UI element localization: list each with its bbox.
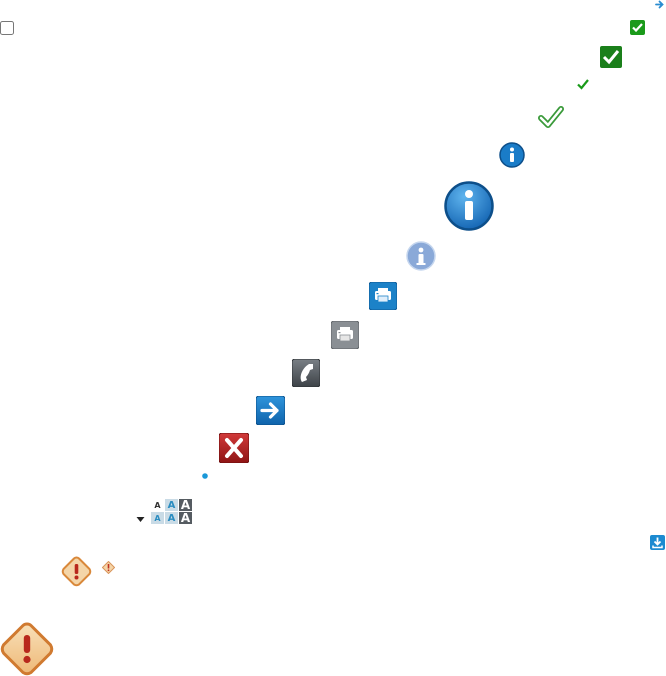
arrow-right-small-icon [655, 0, 665, 9]
arrow-right-button-icon[interactable] [256, 396, 285, 425]
close-red-icon[interactable] [219, 433, 249, 463]
info-circle-light-icon [406, 241, 436, 271]
phone-icon[interactable] [292, 359, 320, 387]
font-size-large[interactable]: A [179, 511, 192, 525]
warning-medium-icon [61, 556, 92, 587]
font-size-row-2: A A A [151, 511, 192, 525]
warning-large-icon [0, 622, 54, 676]
font-size-small[interactable]: A [151, 499, 164, 511]
font-size-medium[interactable]: A [165, 512, 178, 524]
check-square-medium-icon [600, 46, 622, 68]
font-size-row-1: A A A [151, 498, 192, 512]
checkbox-empty-icon[interactable] [0, 21, 14, 35]
font-size-medium[interactable]: A [165, 499, 178, 511]
print-blue-icon[interactable] [369, 282, 397, 310]
font-size-small[interactable]: A [151, 512, 164, 524]
dropdown-arrow-icon[interactable] [136, 516, 145, 523]
print-grey-icon[interactable] [331, 321, 359, 349]
warning-small-icon [102, 561, 115, 574]
check-mark-small-icon [577, 78, 589, 90]
download-icon[interactable] [650, 535, 665, 550]
info-circle-icon [499, 142, 525, 168]
blue-dot-icon [202, 473, 208, 479]
font-size-large[interactable]: A [179, 498, 192, 512]
info-circle-large-icon [444, 181, 494, 231]
check-outline-icon [538, 104, 564, 130]
check-square-small-icon [630, 20, 645, 35]
